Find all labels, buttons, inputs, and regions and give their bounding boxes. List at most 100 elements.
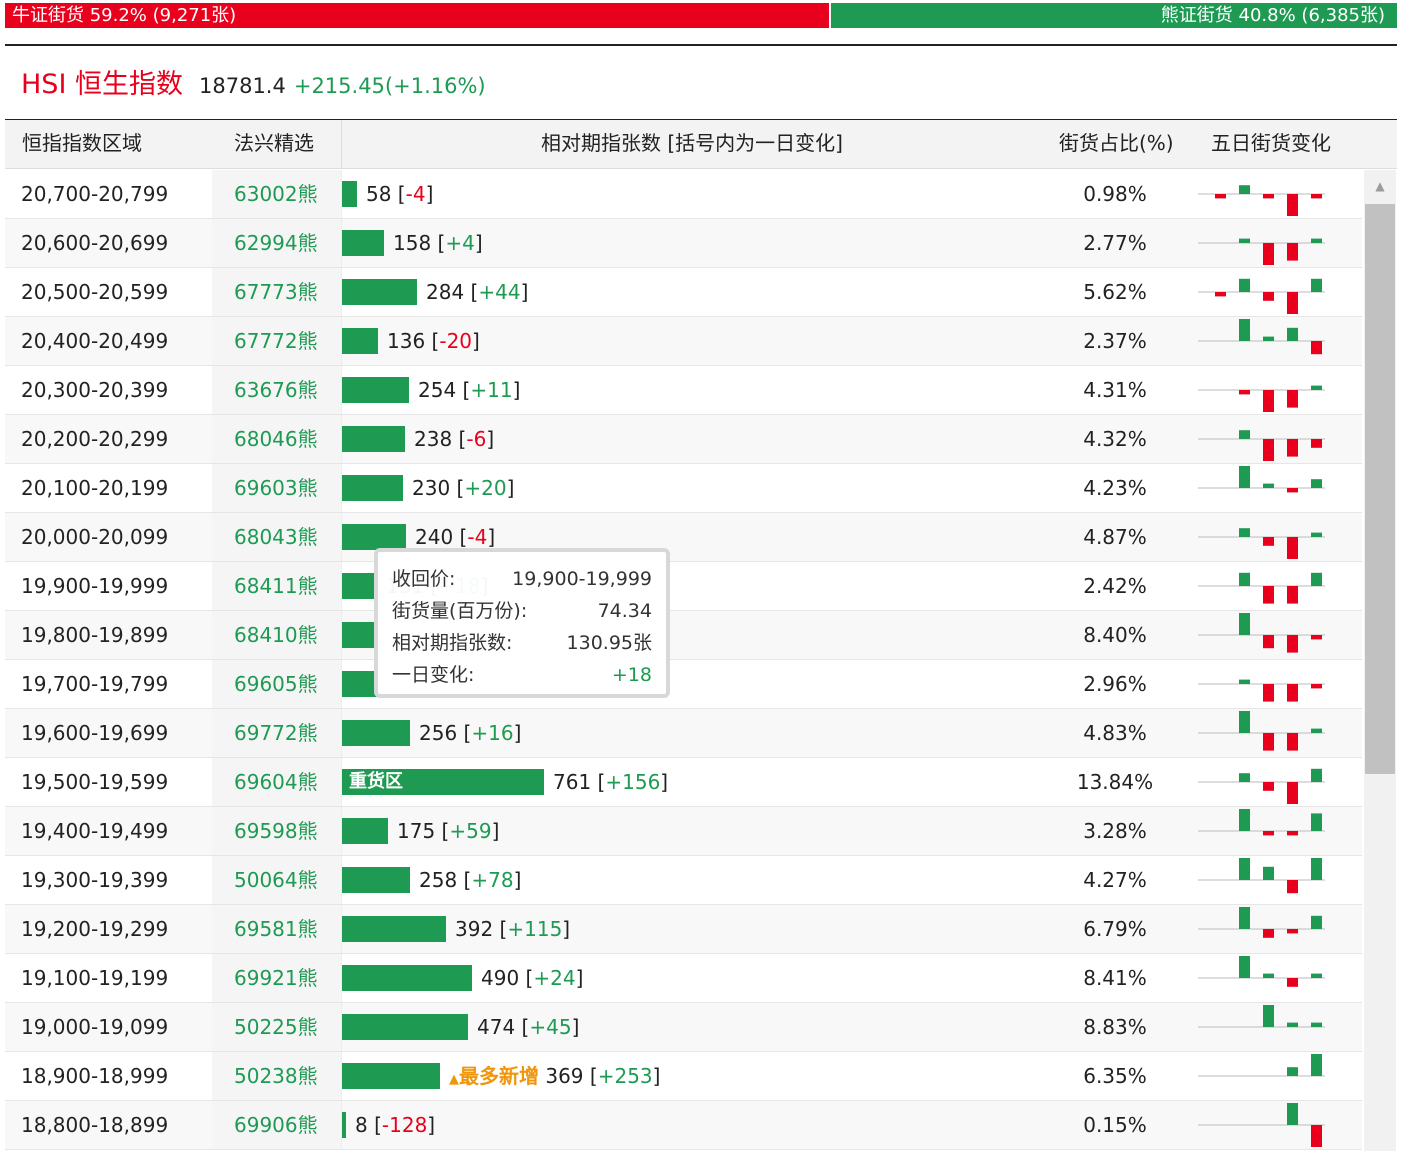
warrant-code-link[interactable]: 50238熊 bbox=[212, 1052, 341, 1100]
contracts-value: 230 bbox=[412, 476, 451, 500]
up-triangle-icon: ▲ bbox=[449, 1072, 459, 1087]
warrant-code-link[interactable]: 62994熊 bbox=[212, 219, 341, 267]
table-row[interactable]: 19,000-19,099 50225熊 474 [+45] 8.83% bbox=[5, 1003, 1362, 1052]
contracts-bar-cell[interactable]: 136 [-20] bbox=[341, 317, 1032, 365]
table-row[interactable]: 20,400-20,499 67772熊 136 [-20] 2.37% bbox=[5, 317, 1362, 366]
table-row[interactable]: 18,800-18,899 69906熊 8 [-128] 0.15% bbox=[5, 1101, 1362, 1150]
contracts-value: 258 bbox=[419, 868, 458, 892]
table-row[interactable]: 19,500-19,599 69604熊 重货区 761 [+156] 13.84% bbox=[5, 758, 1362, 807]
table-row[interactable]: 19,100-19,199 69921熊 490 [+24] 8.41% bbox=[5, 954, 1362, 1003]
warrant-code-link[interactable]: 68411熊 bbox=[212, 562, 341, 610]
sparkline-bar bbox=[1311, 385, 1322, 390]
warrant-code-link[interactable]: 68410熊 bbox=[212, 611, 341, 659]
warrant-code-link[interactable]: 67773熊 bbox=[212, 268, 341, 316]
sparkline-bar bbox=[1311, 341, 1322, 355]
contracts-bar-cell[interactable]: 254 [+11] bbox=[341, 366, 1032, 414]
scroll-thumb[interactable] bbox=[1365, 204, 1395, 774]
table-row[interactable]: 20,200-20,299 68046熊 238 [-6] 4.32% bbox=[5, 415, 1362, 464]
range-cell: 19,400-19,499 bbox=[21, 819, 169, 843]
contracts-bar-cell[interactable]: 230 [+20] bbox=[341, 464, 1032, 512]
sparkline-bar bbox=[1239, 319, 1250, 341]
contracts-bar-cell[interactable]: 58 [-4] bbox=[341, 170, 1032, 218]
sparkline-bar bbox=[1311, 813, 1322, 831]
tooltip-change-label: 一日变化: bbox=[392, 664, 475, 686]
contracts-bar: 重货区 bbox=[342, 769, 544, 795]
contracts-bar bbox=[342, 573, 377, 599]
header-ratio[interactable]: 街货占比(%) bbox=[1059, 131, 1174, 155]
table-row[interactable]: 19,300-19,399 50064熊 258 [+78] 4.27% bbox=[5, 856, 1362, 905]
contracts-bar-cell[interactable]: 490 [+24] bbox=[341, 954, 1032, 1002]
contracts-bar-cell[interactable] bbox=[341, 611, 1032, 659]
table-row[interactable]: 18,900-18,999 50238熊 ▲最多新增 369 [+253] 6.35% bbox=[5, 1052, 1362, 1101]
table-row[interactable]: 20,700-20,799 63002熊 58 [-4] 0.98% bbox=[5, 170, 1362, 219]
table-row[interactable]: 19,400-19,499 69598熊 175 [+59] 3.28% bbox=[5, 807, 1362, 856]
ratio-cell: 8.40% bbox=[1083, 623, 1147, 647]
contracts-bar-cell[interactable]: 238 [-6] bbox=[341, 415, 1032, 463]
sparkline-bar bbox=[1263, 439, 1274, 461]
contracts-bar-cell[interactable]: 474 [+45] bbox=[341, 1003, 1032, 1051]
table-row[interactable]: 20,100-20,199 69603熊 230 [+20] 4.23% bbox=[5, 464, 1362, 513]
header-contracts[interactable]: 相对期指张数 [括号内为一日变化] bbox=[341, 120, 1042, 168]
range-cell: 20,400-20,499 bbox=[21, 329, 169, 353]
warrant-code-link[interactable]: 63002熊 bbox=[212, 170, 341, 218]
ratio-cell: 2.37% bbox=[1083, 329, 1147, 353]
warrant-code-link[interactable]: 68046熊 bbox=[212, 415, 341, 463]
table-row[interactable]: 20,500-20,599 67773熊 284 [+44] 5.62% bbox=[5, 268, 1362, 317]
contracts-info: 256 [+16] bbox=[419, 721, 522, 745]
table-row[interactable]: 19,700-19,799 69605熊 2.96% bbox=[5, 660, 1362, 709]
contracts-bar-cell[interactable] bbox=[341, 660, 1032, 708]
header-five-day[interactable]: 五日街货变化 bbox=[1211, 131, 1331, 155]
contracts-info: 474 [+45] bbox=[477, 1015, 580, 1039]
header-pick[interactable]: 法兴精选 bbox=[234, 131, 314, 155]
table-row[interactable]: 19,900-19,99968411熊131 [+18]2.42% bbox=[5, 562, 1362, 611]
five-day-sparkline bbox=[1198, 956, 1325, 987]
warrant-code-link[interactable]: 69921熊 bbox=[212, 954, 341, 1002]
five-day-sparkline bbox=[1198, 1005, 1325, 1028]
contracts-bar-cell[interactable]: 284 [+44] bbox=[341, 268, 1032, 316]
warrant-code-link[interactable]: 69598熊 bbox=[212, 807, 341, 855]
warrant-code-link[interactable]: 50225熊 bbox=[212, 1003, 341, 1051]
contracts-bar-cell[interactable]: 158 [+4] bbox=[341, 219, 1032, 267]
contracts-bar-cell[interactable]: 392 [+115] bbox=[341, 905, 1032, 953]
table-row[interactable]: 20,000-20,099 68043熊 240 [-4] 4.87% bbox=[5, 513, 1362, 562]
warrant-code-link[interactable]: 69581熊 bbox=[212, 905, 341, 953]
contracts-bar-cell[interactable]: 256 [+16] bbox=[341, 709, 1032, 757]
vertical-scrollbar[interactable]: ▲ bbox=[1364, 170, 1396, 1151]
contracts-value: 256 bbox=[419, 721, 458, 745]
table-row[interactable]: 20,300-20,399 63676熊 254 [+11] 4.31% bbox=[5, 366, 1362, 415]
sparkline-bar bbox=[1311, 479, 1322, 488]
warrant-code-link[interactable]: 69603熊 bbox=[212, 464, 341, 512]
range-cell: 18,900-18,999 bbox=[21, 1064, 169, 1088]
ratio-cell: 13.84% bbox=[1076, 770, 1154, 794]
sparkline-bar bbox=[1311, 1022, 1322, 1027]
contracts-value: 158 bbox=[393, 231, 432, 255]
contracts-bar-cell[interactable]: 重货区 761 [+156] bbox=[341, 758, 1032, 806]
sparkline-bar bbox=[1287, 929, 1298, 934]
warrant-code-link[interactable]: 50064熊 bbox=[212, 856, 341, 904]
contracts-bar-cell[interactable]: 8 [-128] bbox=[341, 1101, 1032, 1149]
contracts-bar-cell[interactable]: 240 [-4] bbox=[341, 513, 1032, 561]
warrant-code-link[interactable]: 69772熊 bbox=[212, 709, 341, 757]
table-row[interactable]: 20,600-20,699 62994熊 158 [+4] 2.77% bbox=[5, 219, 1362, 268]
table-row[interactable]: 19,600-19,699 69772熊 256 [+16] 4.83% bbox=[5, 709, 1362, 758]
warrant-code-link[interactable]: 69906熊 bbox=[212, 1101, 341, 1149]
warrant-code-link[interactable]: 69604熊 bbox=[212, 758, 341, 806]
table-row[interactable]: 19,800-19,899 68410熊 8.40% bbox=[5, 611, 1362, 660]
warrant-code-link[interactable]: 68043熊 bbox=[212, 513, 341, 561]
scroll-up-arrow-icon[interactable]: ▲ bbox=[1375, 179, 1385, 193]
range-cell: 20,300-20,399 bbox=[21, 378, 169, 402]
contracts-bar-cell[interactable]: 175 [+59] bbox=[341, 807, 1032, 855]
table-row[interactable]: 19,200-19,299 69581熊 392 [+115] 6.79% bbox=[5, 905, 1362, 954]
contracts-bar bbox=[342, 965, 472, 991]
sparkline-bar bbox=[1311, 635, 1322, 640]
contracts-bar-cell[interactable]: ▲最多新增 369 [+253] bbox=[341, 1052, 1032, 1100]
ratio-cell: 2.77% bbox=[1083, 231, 1147, 255]
contracts-bar-cell[interactable]: 258 [+78] bbox=[341, 856, 1032, 904]
sparkline-bar bbox=[1287, 243, 1298, 261]
warrant-code-link[interactable]: 63676熊 bbox=[212, 366, 341, 414]
sparkline-bar bbox=[1239, 528, 1250, 537]
warrant-code-link[interactable]: 69605熊 bbox=[212, 660, 341, 708]
table-body: 20,700-20,799 63002熊 58 [-4] 0.98% 20,600-20… bbox=[5, 170, 1362, 1150]
warrant-code-link[interactable]: 67772熊 bbox=[212, 317, 341, 365]
header-range[interactable]: 恒指指数区域 bbox=[22, 131, 142, 155]
